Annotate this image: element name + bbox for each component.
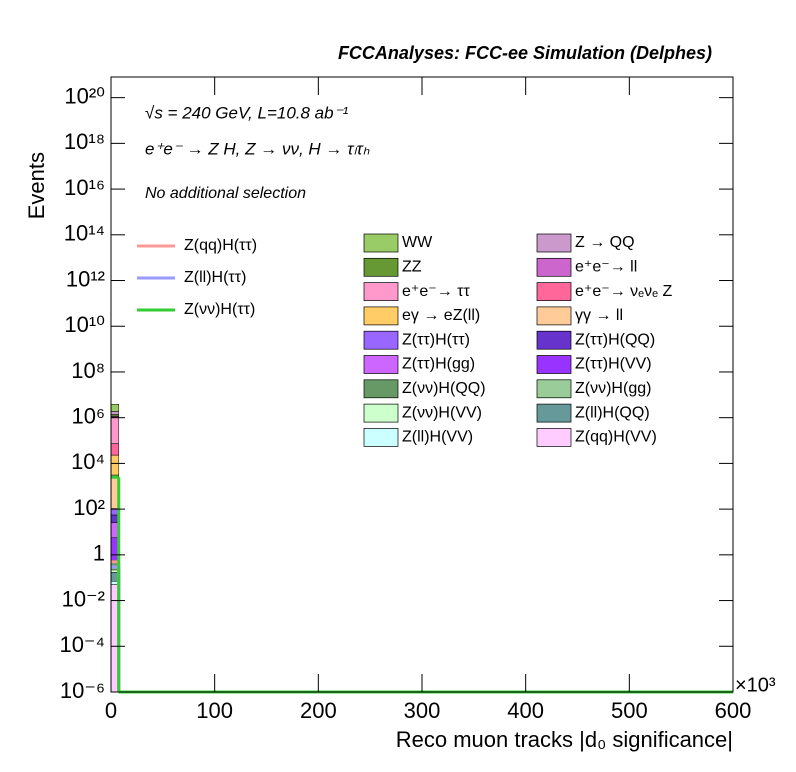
y-tick-label: 10¹⁶ bbox=[64, 175, 105, 200]
legend-label: Z(νν)H(ττ) bbox=[184, 301, 255, 318]
x-tick-label: 500 bbox=[611, 698, 648, 723]
legend-label: Z(ll)H(VV) bbox=[402, 429, 473, 446]
histogram-bar bbox=[110, 454, 120, 476]
x-tick-label: 200 bbox=[300, 698, 337, 723]
legend-swatch bbox=[536, 282, 572, 301]
x-axis-label: Reco muon tracks |d₀ significance| bbox=[396, 727, 733, 752]
legend-label: Z(ττ)H(QQ) bbox=[575, 331, 655, 348]
x-tick-label: 300 bbox=[404, 698, 441, 723]
annotation: No additional selection bbox=[145, 185, 306, 202]
legend-label: Z(νν)H(QQ) bbox=[402, 380, 486, 397]
y-tick-label: 10⁸ bbox=[71, 358, 105, 383]
legend-label: e⁺e⁻→ ττ bbox=[402, 283, 470, 300]
legend-swatch bbox=[536, 330, 572, 350]
legend-swatch bbox=[363, 330, 399, 350]
legend-label: e⁺e⁻→ νₑνₑ Z bbox=[575, 283, 672, 300]
legend-swatch bbox=[363, 428, 399, 447]
legend-swatch bbox=[536, 355, 572, 374]
legend-label: Z(qq)H(VV) bbox=[575, 429, 657, 446]
legend-swatch bbox=[536, 428, 572, 447]
histogram-bar bbox=[110, 403, 120, 412]
legend-label: Z(ττ)H(ττ) bbox=[402, 331, 470, 348]
legend-swatch bbox=[363, 282, 399, 301]
legend-swatch bbox=[536, 379, 572, 399]
legend-label: eγ → eZ(ll) bbox=[402, 307, 480, 324]
annotation: e⁺e⁻ → Z H, Z → νν, H → τₗτₕ bbox=[145, 139, 370, 158]
x-tick-label: 100 bbox=[196, 698, 233, 723]
legend-swatch bbox=[536, 306, 572, 326]
x-multiplier: ×10³ bbox=[735, 674, 776, 696]
legend-label: ZZ bbox=[402, 259, 422, 276]
y-axis-label: Events bbox=[24, 152, 49, 219]
y-tick-label: 10¹⁸ bbox=[64, 129, 105, 154]
legend-label: Z(ll)H(QQ) bbox=[575, 404, 650, 421]
histogram-bar bbox=[110, 411, 120, 415]
legend-label: Z(νν)H(VV) bbox=[402, 404, 482, 421]
legend-swatch bbox=[363, 403, 399, 423]
y-tick-label: 10² bbox=[73, 495, 105, 520]
legend-label: Z(ττ)H(VV) bbox=[575, 356, 652, 373]
y-tick-label: 10¹⁴ bbox=[64, 221, 105, 246]
y-tick-label: 10⁻⁴ bbox=[59, 632, 105, 657]
legend-label: Z(νν)H(gg) bbox=[575, 380, 651, 397]
y-tick-label: 1 bbox=[93, 541, 105, 566]
legend-label: WW bbox=[402, 234, 433, 251]
legend-swatch bbox=[363, 306, 399, 326]
y-tick-label: 10¹⁰ bbox=[64, 312, 105, 337]
y-tick-label: 10⁶ bbox=[71, 403, 105, 428]
legend-label: γγ → ll bbox=[575, 307, 623, 324]
legend-swatch bbox=[363, 379, 399, 399]
annotation: √s = 240 GeV, L=10.8 ab⁻¹ bbox=[145, 103, 349, 122]
y-tick-label: 10⁴ bbox=[71, 449, 105, 474]
legend-label: Z(qq)H(ττ) bbox=[184, 237, 257, 254]
histogram-bar bbox=[110, 416, 120, 444]
x-tick-label: 400 bbox=[507, 698, 544, 723]
legend-swatch bbox=[363, 355, 399, 374]
legend-swatch bbox=[536, 403, 572, 423]
x-tick-label: 600 bbox=[715, 698, 752, 723]
histogram-bar bbox=[110, 443, 120, 456]
legend-label: Z(ll)H(ττ) bbox=[184, 269, 246, 286]
x-tick-label: 0 bbox=[105, 698, 117, 723]
y-tick-label: 10²⁰ bbox=[64, 83, 105, 108]
legend-swatch bbox=[536, 233, 572, 253]
y-tick-label: 10⁻⁶ bbox=[60, 678, 105, 703]
legend-label: e⁺e⁻→ ll bbox=[575, 259, 637, 276]
y-tick-label: 10¹² bbox=[66, 266, 105, 291]
legend-swatch bbox=[363, 257, 399, 277]
chart-title: FCCAnalyses: FCC-ee Simulation (Delphes) bbox=[338, 43, 712, 63]
legend-swatch bbox=[536, 257, 572, 277]
y-tick-label: 10⁻² bbox=[62, 586, 105, 611]
legend-swatch bbox=[363, 233, 399, 253]
legend-label: Z(ττ)H(gg) bbox=[402, 356, 475, 373]
legend-label: Z → QQ bbox=[575, 234, 635, 251]
